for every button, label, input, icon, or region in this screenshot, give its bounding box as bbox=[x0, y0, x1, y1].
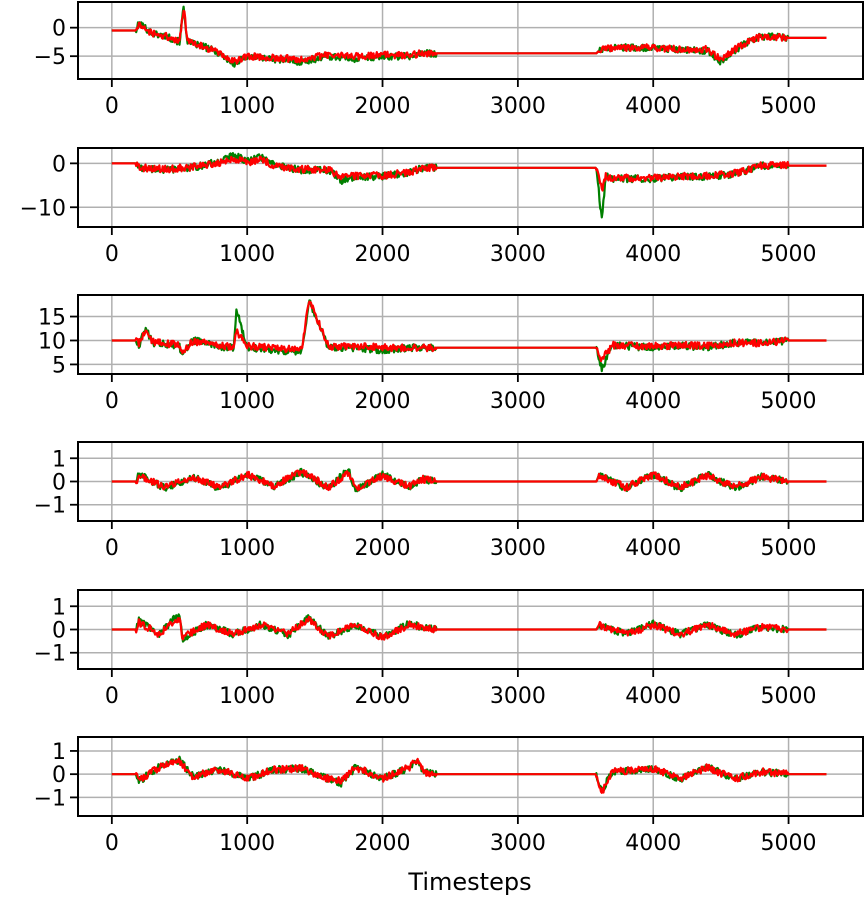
axes-frame bbox=[77, 736, 864, 817]
x-tick-label: 1000 bbox=[219, 684, 275, 709]
panel-1: 0 1000 2000 3000 4000 5000 0 −5 bbox=[34, 1, 864, 119]
panel-2: 0 1000 2000 3000 4000 5000 0 −10 bbox=[20, 147, 864, 267]
x-tick-label: 2000 bbox=[355, 389, 411, 414]
x-tick-label: 4000 bbox=[625, 831, 681, 856]
series-line-2 bbox=[111, 757, 827, 794]
series-line-1 bbox=[111, 299, 827, 373]
x-tick-label: 5000 bbox=[761, 684, 817, 709]
y-tick-label: 1 bbox=[52, 740, 66, 765]
y-tick-label: 1 bbox=[52, 595, 66, 620]
x-tick-label: 0 bbox=[105, 389, 119, 414]
x-tick-label: 3000 bbox=[490, 242, 546, 267]
x-tick-label: 5000 bbox=[761, 94, 817, 119]
x-tick-label: 5000 bbox=[761, 242, 817, 267]
axes-frame bbox=[77, 147, 864, 228]
y-tick-label: 0 bbox=[52, 763, 66, 788]
y-tick-label: −1 bbox=[34, 642, 66, 667]
axes-frame bbox=[77, 294, 864, 375]
y-tick-label: 5 bbox=[52, 353, 66, 378]
x-tick-label: 0 bbox=[105, 684, 119, 709]
x-tick-label: 4000 bbox=[625, 242, 681, 267]
series-line-2 bbox=[111, 300, 827, 363]
x-axis-label: Timesteps bbox=[407, 868, 531, 896]
x-tick-label: 1000 bbox=[219, 389, 275, 414]
series-line-2 bbox=[111, 615, 827, 641]
y-tick-label: 0 bbox=[52, 152, 66, 177]
x-tick-label: 4000 bbox=[625, 94, 681, 119]
series-line-2 bbox=[111, 469, 827, 492]
y-tick-label: 10 bbox=[38, 329, 66, 354]
x-tick-label: 3000 bbox=[490, 831, 546, 856]
axes-frame bbox=[77, 1, 864, 80]
x-tick-label: 3000 bbox=[490, 389, 546, 414]
x-tick-label: 0 bbox=[105, 831, 119, 856]
x-tick-label: 2000 bbox=[355, 94, 411, 119]
x-tick-label: 4000 bbox=[625, 684, 681, 709]
x-tick-label: 3000 bbox=[490, 684, 546, 709]
x-tick-label: 3000 bbox=[490, 94, 546, 119]
y-tick-label: −5 bbox=[34, 45, 66, 70]
series-line-2 bbox=[111, 155, 827, 192]
x-tick-label: 4000 bbox=[625, 389, 681, 414]
x-tick-label: 2000 bbox=[355, 684, 411, 709]
y-tick-label: −1 bbox=[34, 494, 66, 519]
y-tick-label: 0 bbox=[52, 17, 66, 42]
y-tick-label: 0 bbox=[52, 471, 66, 496]
x-tick-label: 1000 bbox=[219, 536, 275, 561]
x-tick-label: 5000 bbox=[761, 831, 817, 856]
x-tick-label: 3000 bbox=[490, 536, 546, 561]
x-tick-label: 2000 bbox=[355, 242, 411, 267]
series-line-2 bbox=[111, 9, 827, 65]
x-tick-label: 2000 bbox=[355, 831, 411, 856]
x-tick-label: 2000 bbox=[355, 536, 411, 561]
x-tick-label: 0 bbox=[105, 94, 119, 119]
x-tick-label: 1000 bbox=[219, 831, 275, 856]
x-tick-label: 1000 bbox=[219, 242, 275, 267]
y-tick-label: −10 bbox=[20, 196, 66, 221]
y-tick-label: −1 bbox=[34, 786, 66, 811]
y-tick-label: 1 bbox=[52, 447, 66, 472]
x-tick-label: 4000 bbox=[625, 536, 681, 561]
x-tick-label: 0 bbox=[105, 536, 119, 561]
y-tick-label: 15 bbox=[38, 306, 66, 331]
y-tick-label: 0 bbox=[52, 619, 66, 644]
x-tick-label: 1000 bbox=[219, 94, 275, 119]
x-tick-label: 5000 bbox=[761, 536, 817, 561]
x-tick-label: 5000 bbox=[761, 389, 817, 414]
x-tick-label: 0 bbox=[105, 242, 119, 267]
